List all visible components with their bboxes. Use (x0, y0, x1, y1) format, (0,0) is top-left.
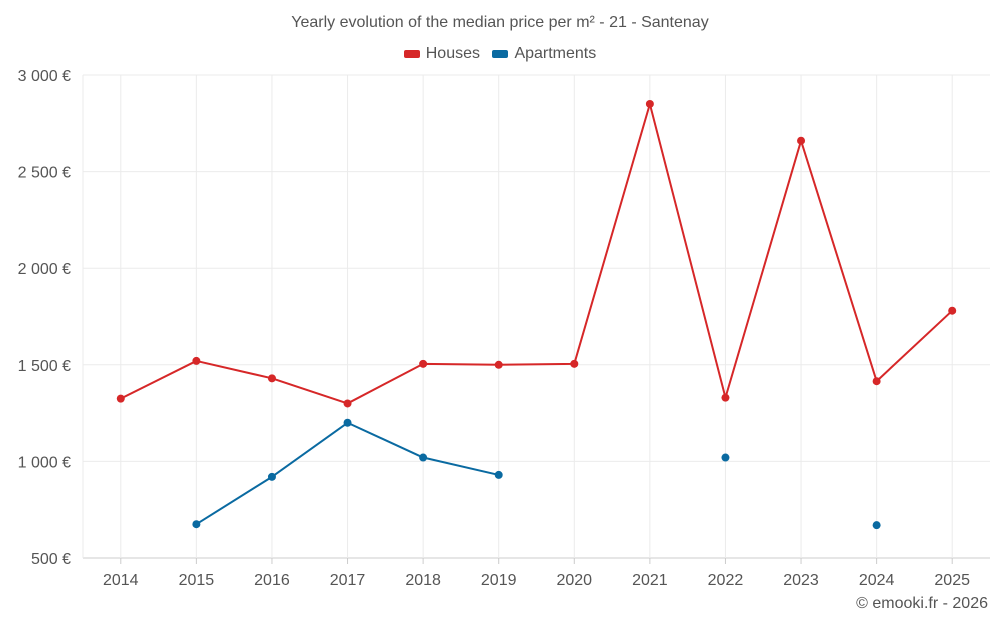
series-apartments (192, 418, 881, 530)
x-tick-label: 2023 (783, 572, 819, 589)
y-tick-label: 3 000 € (18, 68, 71, 85)
houses-swatch-icon (403, 50, 420, 58)
x-tick-label: 2015 (179, 572, 215, 589)
data-point-apartments[interactable] (419, 453, 428, 462)
data-point-houses[interactable] (267, 374, 276, 383)
data-point-houses[interactable] (343, 399, 352, 408)
y-tick-label: 1 500 € (18, 358, 71, 375)
data-point-apartments[interactable] (494, 470, 503, 479)
x-tick-label: 2018 (405, 572, 441, 589)
data-point-houses[interactable] (797, 136, 806, 145)
data-point-houses[interactable] (419, 359, 428, 368)
legend-item-apartments[interactable]: Apartments (492, 45, 596, 63)
x-tick-label: 2017 (330, 572, 366, 589)
y-tick-label: 500 € (31, 551, 71, 568)
x-tick-label: 2016 (254, 572, 290, 589)
x-tick-label: 2024 (859, 572, 895, 589)
x-tick-label: 2019 (481, 572, 517, 589)
y-tick-label: 1 000 € (18, 454, 71, 471)
data-point-houses[interactable] (872, 377, 881, 386)
axes: 500 € 1 000 € 1 500 € 2 000 € 2 500 € 3 000 €… (18, 68, 970, 589)
x-tick-label: 2014 (103, 572, 139, 589)
data-point-houses[interactable] (116, 394, 125, 403)
data-point-apartments[interactable] (343, 418, 352, 427)
data-point-apartments[interactable] (192, 520, 201, 529)
x-tick-label: 2020 (556, 572, 592, 589)
x-tick-label: 2025 (934, 572, 970, 589)
apartments-swatch-icon (492, 50, 509, 58)
y-tick-label: 2 500 € (18, 165, 71, 182)
legend-label-houses: Houses (425, 45, 480, 62)
legend-item-houses[interactable]: Houses (403, 45, 480, 63)
data-point-houses[interactable] (494, 360, 503, 369)
credit-text: © emooki.fr - 2026 (856, 595, 988, 612)
y-tick-label: 2 000 € (18, 261, 71, 278)
data-point-houses[interactable] (645, 99, 654, 108)
series-houses (116, 99, 957, 408)
data-point-houses[interactable] (570, 359, 579, 368)
data-point-houses[interactable] (721, 393, 730, 402)
data-point-houses[interactable] (192, 356, 201, 365)
data-point-apartments[interactable] (267, 472, 276, 481)
legend-label-apartments: Apartments (514, 45, 597, 62)
x-tick-label: 2021 (632, 572, 668, 589)
grid (82, 74, 990, 559)
series (116, 99, 957, 530)
data-point-apartments[interactable] (721, 453, 730, 462)
legend: Houses Apartments (0, 45, 1000, 63)
series-line-houses (120, 102, 953, 405)
data-point-houses[interactable] (948, 306, 957, 315)
x-tick-label: 2022 (708, 572, 744, 589)
data-point-apartments[interactable] (872, 521, 881, 530)
chart-title: Yearly evolution of the median price per… (291, 14, 709, 31)
